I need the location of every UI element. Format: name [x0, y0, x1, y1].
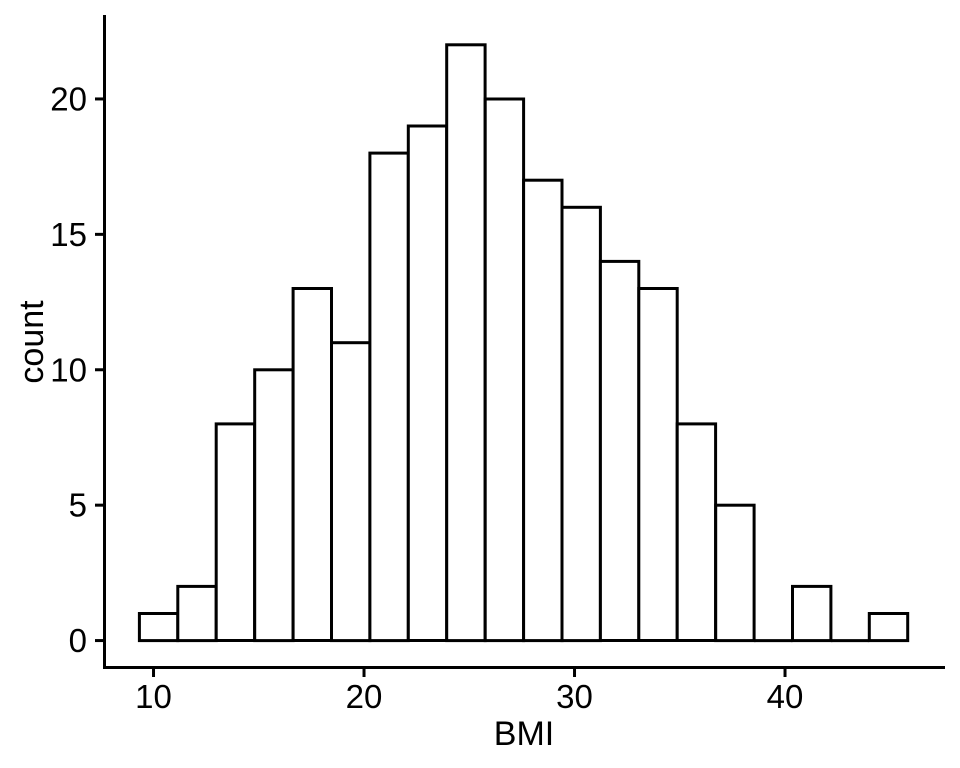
x-tick-label: 40: [767, 678, 804, 715]
y-tick-label: 20: [50, 81, 87, 118]
x-tick-label: 20: [346, 678, 383, 715]
histogram-bar: [291, 287, 334, 642]
histogram-bar: [330, 341, 372, 643]
histogram-bar: [445, 43, 487, 643]
histogram-bar: [214, 422, 257, 642]
histogram-bar: [867, 612, 910, 643]
histogram-bar: [522, 178, 564, 643]
histogram-bar: [137, 612, 180, 643]
histogram-bar: [637, 287, 679, 642]
y-tick-label: 10: [50, 351, 87, 388]
histogram-bar: [406, 124, 449, 642]
histogram-bar: [560, 205, 602, 643]
histogram-bar: [368, 151, 410, 643]
x-axis-title: BMI: [493, 715, 555, 753]
histogram-bar: [483, 97, 526, 643]
y-tick-label: 5: [69, 487, 87, 524]
histogram-bar: [675, 422, 718, 642]
histogram-bar: [714, 503, 756, 643]
x-tick-label: 10: [135, 678, 172, 715]
histogram-bar: [176, 584, 218, 643]
y-tick-label: 15: [50, 216, 87, 253]
histogram-bar: [791, 584, 833, 643]
y-tick-label: 0: [69, 622, 87, 659]
histogram-bar: [253, 368, 295, 643]
x-tick-label: 30: [556, 678, 593, 715]
y-axis-title: count: [13, 300, 51, 384]
histogram-bar: [598, 259, 641, 642]
